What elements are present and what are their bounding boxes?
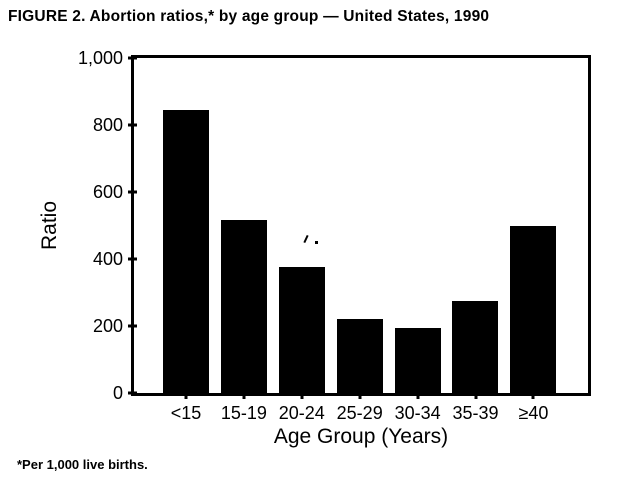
y-axis-label: Ratio xyxy=(38,200,62,251)
figure-title: FIGURE 2. Abortion ratios,* by age group… xyxy=(8,8,490,25)
bar xyxy=(336,319,383,393)
bar xyxy=(510,225,557,393)
bar xyxy=(452,300,499,393)
y-axis-title-wrap: Ratio xyxy=(30,58,70,393)
y-tick xyxy=(128,190,137,194)
bar xyxy=(394,327,441,393)
bar xyxy=(220,220,267,393)
x-tick xyxy=(184,393,188,399)
x-tick xyxy=(531,393,535,399)
y-tick xyxy=(128,324,137,328)
x-tick-label: 25-29 xyxy=(336,403,383,423)
x-tick-label: 20-24 xyxy=(278,403,325,423)
x-tick-label: 35-39 xyxy=(452,403,499,423)
y-tick xyxy=(128,257,137,261)
y-tick-label: 200 xyxy=(92,316,123,336)
y-tick xyxy=(128,123,137,127)
x-tick-label: ≥40 xyxy=(518,403,549,423)
bar xyxy=(278,267,325,393)
x-tick-label: 30-34 xyxy=(394,403,441,423)
y-tick-label: 800 xyxy=(92,115,123,135)
scan-artifact xyxy=(303,234,309,244)
x-tick xyxy=(416,393,420,399)
x-axis-label: Age Group (Years) xyxy=(273,425,449,448)
plot-area: Ratio Age Group (Years) <15 15-19 20-24 25-… xyxy=(39,49,591,447)
y-tick xyxy=(128,391,137,395)
bar xyxy=(163,109,209,393)
y-tick-label: 1,000 xyxy=(77,48,123,68)
y-tick-label: 400 xyxy=(92,249,123,269)
x-tick xyxy=(474,393,477,399)
y-tick-label: 0 xyxy=(112,383,123,403)
scan-artifact xyxy=(315,241,318,244)
x-tick-label: <15 xyxy=(170,403,202,423)
y-tick-label: 600 xyxy=(92,182,123,202)
x-tick xyxy=(300,393,304,399)
footnote: *Per 1,000 live births. xyxy=(17,457,148,472)
x-tick-label: 15-19 xyxy=(220,403,267,423)
y-tick xyxy=(128,56,137,60)
x-tick xyxy=(242,393,246,399)
x-tick xyxy=(358,393,362,399)
